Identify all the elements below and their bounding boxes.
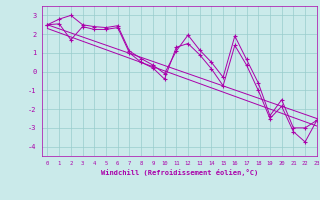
X-axis label: Windchill (Refroidissement éolien,°C): Windchill (Refroidissement éolien,°C) xyxy=(100,169,258,176)
